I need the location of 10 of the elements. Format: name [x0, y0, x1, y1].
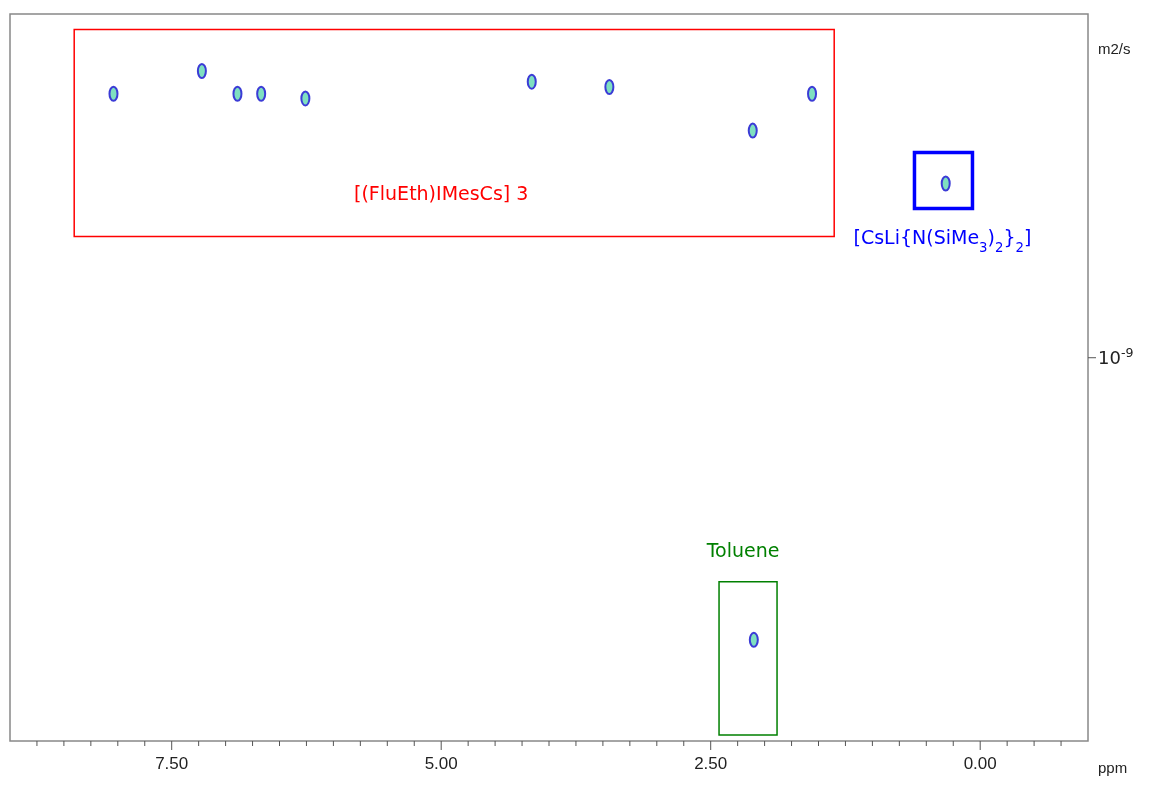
y-axis-title: m2/s: [1098, 40, 1131, 57]
x-tick-label: 7.50: [155, 754, 189, 773]
text: 10$^{-9}$: [1098, 344, 1134, 368]
x-tick-label: 0.00: [963, 754, 997, 773]
annotation: [CsLi{N(SiMe$_{3}$)$_{2}$}$_{2}$]: [853, 226, 1032, 255]
annotation: [(FluEth)IMesCs] 3: [354, 181, 529, 204]
annotation: Toluene: [705, 538, 780, 561]
x-tick-label: 5.00: [424, 754, 458, 773]
x-axis-title: ppm: [1098, 759, 1128, 776]
x-tick-label: 2.50: [694, 754, 728, 773]
